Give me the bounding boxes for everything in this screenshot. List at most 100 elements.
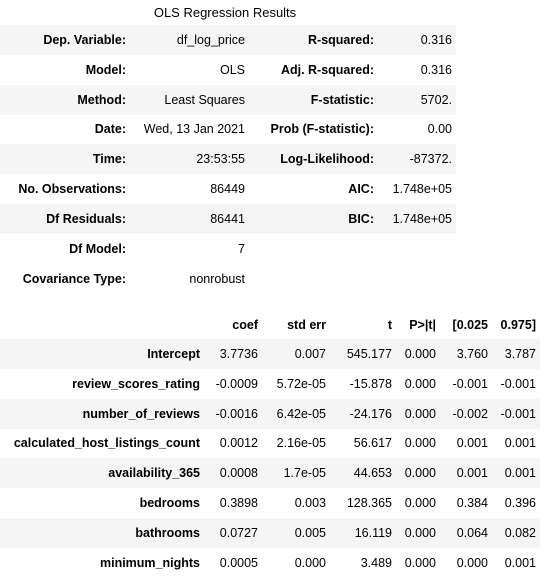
variable-name: calculated_host_listings_count <box>0 428 204 459</box>
summary-row: Date: Wed, 13 Jan 2021 Prob (F-statistic… <box>0 114 456 145</box>
summary-label: Dep. Variable: <box>0 25 130 55</box>
p-value-cell: 0.000 <box>396 518 440 548</box>
t-cell: 16.119 <box>330 518 396 548</box>
summary-label: Df Residuals: <box>0 204 130 234</box>
summary-value: 0.316 <box>378 54 456 85</box>
ci-upper-cell: 3.787 <box>492 339 540 369</box>
p-value-cell: 0.000 <box>396 398 440 429</box>
p-value-cell: 0.000 <box>396 339 440 369</box>
summary-label: Method: <box>0 84 130 115</box>
summary-value: 0.316 <box>378 25 456 55</box>
t-cell: -24.176 <box>330 398 396 429</box>
summary-value: df_log_price <box>130 25 249 55</box>
coefficients-body: Intercept 3.7736 0.007 545.177 0.000 3.7… <box>0 339 540 578</box>
std-err-cell: 0.003 <box>262 488 330 519</box>
ci-lower-cell: 0.001 <box>440 458 492 489</box>
variable-name: number_of_reviews <box>0 398 204 429</box>
std-err-cell: 0.007 <box>262 339 330 369</box>
table-row: availability_365 0.0008 1.7e-05 44.653 0… <box>0 458 540 489</box>
variable-name: review_scores_rating <box>0 368 204 399</box>
ci-lower-cell: 0.000 <box>440 547 492 578</box>
table-row: calculated_host_listings_count 0.0012 2.… <box>0 428 540 459</box>
t-cell: -15.878 <box>330 368 396 399</box>
summary-label: F-statistic: <box>249 84 378 115</box>
ci-upper-cell: 0.396 <box>492 488 540 519</box>
summary-row: Df Model: 7 <box>0 233 456 264</box>
t-cell: 56.617 <box>330 428 396 459</box>
summary-row: Covariance Type: nonrobust <box>0 263 456 294</box>
table-row: review_scores_rating -0.0009 5.72e-05 -1… <box>0 368 540 399</box>
summary-label: AIC: <box>249 174 378 205</box>
summary-label: BIC: <box>249 204 378 234</box>
std-err-cell: 2.16e-05 <box>262 428 330 459</box>
summary-label <box>249 233 378 264</box>
summary-value: -87372. <box>378 144 456 175</box>
column-header-coef: coef <box>232 317 258 332</box>
summary-value <box>378 233 456 264</box>
coefficients-table: coef std err t P>|t| [0.025 0.975] Inter… <box>0 310 540 578</box>
ci-lower-cell: 0.384 <box>440 488 492 519</box>
summary-label: Prob (F-statistic): <box>249 114 378 145</box>
table-row: minimum_nights 0.0005 0.000 3.489 0.000 … <box>0 547 540 578</box>
ci-upper-cell: 0.001 <box>492 428 540 459</box>
summary-value: 5702. <box>378 84 456 115</box>
coef-cell: -0.0009 <box>204 368 262 399</box>
column-header-ci-lower: [0.025 <box>452 317 488 332</box>
table-row: bathrooms 0.0727 0.005 16.119 0.000 0.06… <box>0 518 540 548</box>
coef-cell: 0.0005 <box>204 547 262 578</box>
summary-label: No. Observations: <box>0 174 130 205</box>
column-header-p-value: P>|t| <box>409 317 436 332</box>
ci-upper-cell: 0.001 <box>492 547 540 578</box>
column-header-ci-upper: 0.975] <box>500 317 536 332</box>
column-header-t: t <box>387 317 392 332</box>
summary-label <box>249 263 378 294</box>
t-cell: 3.489 <box>330 547 396 578</box>
t-cell: 44.653 <box>330 458 396 489</box>
summary-label: Log-Likelihood: <box>249 144 378 175</box>
coefficients-header: coef std err t P>|t| [0.025 0.975] <box>0 310 540 339</box>
t-cell: 128.365 <box>330 488 396 519</box>
ci-lower-cell: 3.760 <box>440 339 492 369</box>
ci-lower-cell: -0.002 <box>440 398 492 429</box>
std-err-cell: 0.000 <box>262 547 330 578</box>
summary-label: Time: <box>0 144 130 175</box>
summary-value: OLS <box>130 54 249 85</box>
coef-cell: -0.0016 <box>204 398 262 429</box>
ci-lower-cell: 0.001 <box>440 428 492 459</box>
variable-name: minimum_nights <box>0 547 204 578</box>
coef-cell: 0.3898 <box>204 488 262 519</box>
summary-value: Least Squares <box>130 84 249 115</box>
table-row: Intercept 3.7736 0.007 545.177 0.000 3.7… <box>0 339 540 369</box>
summary-value: 0.00 <box>378 114 456 145</box>
table-row: number_of_reviews -0.0016 6.42e-05 -24.1… <box>0 398 540 429</box>
summary-value: 7 <box>130 233 249 264</box>
std-err-cell: 5.72e-05 <box>262 368 330 399</box>
column-header-std-err: std err <box>287 317 326 332</box>
ci-upper-cell: -0.001 <box>492 398 540 429</box>
std-err-cell: 1.7e-05 <box>262 458 330 489</box>
table-caption: OLS Regression Results <box>153 5 297 20</box>
summary-label: R-squared: <box>249 25 378 55</box>
variable-name: Intercept <box>0 339 204 369</box>
coef-cell: 0.0012 <box>204 428 262 459</box>
column-header-name <box>0 310 204 339</box>
p-value-cell: 0.000 <box>396 488 440 519</box>
summary-value <box>378 263 456 294</box>
coef-cell: 3.7736 <box>204 339 262 369</box>
summary-value: nonrobust <box>130 263 249 294</box>
p-value-cell: 0.000 <box>396 368 440 399</box>
summary-label: Df Model: <box>0 233 130 264</box>
summary-value: 23:53:55 <box>130 144 249 175</box>
summary-value: 86449 <box>130 174 249 205</box>
coef-cell: 0.0008 <box>204 458 262 489</box>
summary-row: Method: Least Squares F-statistic: 5702. <box>0 84 456 115</box>
summary-value: 1.748e+05 <box>378 174 456 205</box>
summary-row: Model: OLS Adj. R-squared: 0.316 <box>0 54 456 85</box>
summary-row: Time: 23:53:55 Log-Likelihood: -87372. <box>0 144 456 175</box>
summary-row: Df Residuals: 86441 BIC: 1.748e+05 <box>0 204 456 234</box>
summary-value: 86441 <box>130 204 249 234</box>
variable-name: availability_365 <box>0 458 204 489</box>
std-err-cell: 6.42e-05 <box>262 398 330 429</box>
p-value-cell: 0.000 <box>396 458 440 489</box>
std-err-cell: 0.005 <box>262 518 330 548</box>
